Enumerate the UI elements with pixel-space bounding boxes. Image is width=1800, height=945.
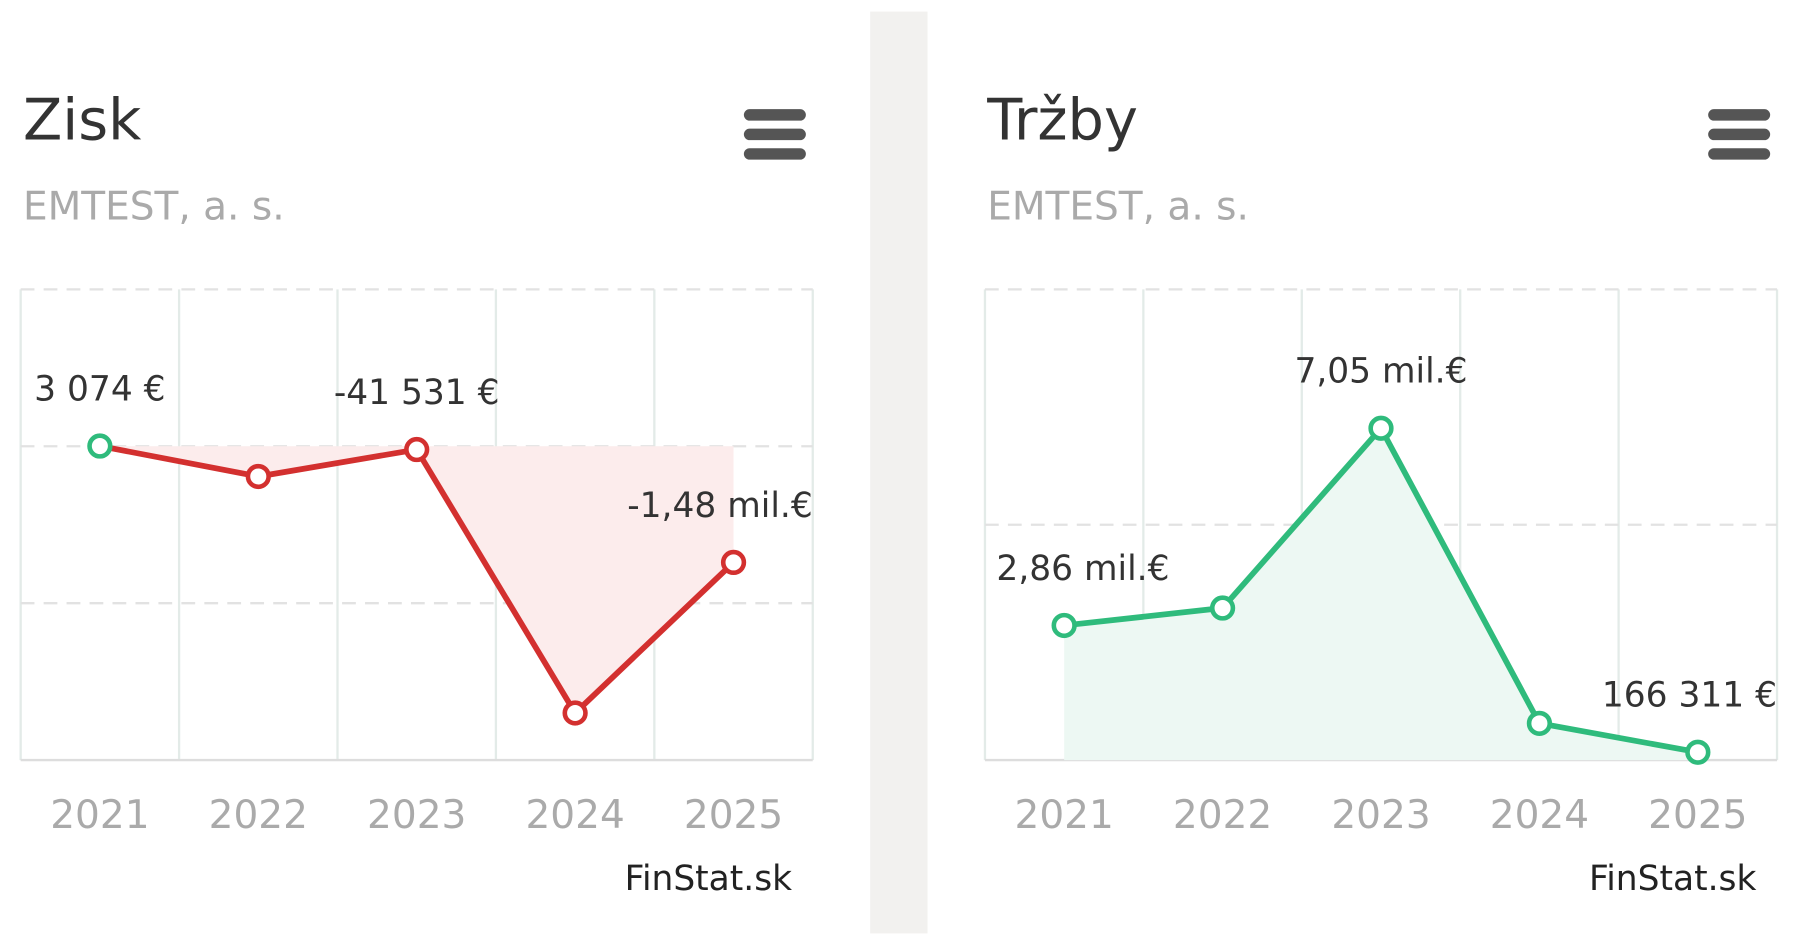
menu-bar: [743, 148, 806, 160]
x-tick-label: 2025: [1648, 793, 1747, 838]
point: [720, 549, 747, 576]
menu-bar: [743, 109, 806, 121]
data-label: -1,48 mil.€: [627, 486, 813, 526]
point: [404, 436, 430, 463]
credit: FinStat.sk: [1589, 859, 1756, 899]
x-tick-label: 2024: [525, 793, 624, 838]
chart-subtitle: EMTEST, a. s.: [23, 185, 285, 230]
x-tick-label: 2022: [209, 793, 308, 838]
point: [562, 700, 588, 726]
point: [1685, 739, 1711, 765]
x-tick-label: 2023: [367, 793, 466, 838]
point: [245, 463, 271, 490]
point: [1051, 612, 1077, 639]
menu-bar: [1708, 148, 1771, 160]
data-label: 7,05 mil.€: [1294, 352, 1467, 392]
x-tick-label: 2024: [1490, 793, 1589, 838]
x-tick-label: 2021: [1015, 793, 1114, 838]
menu-bar: [1708, 128, 1771, 141]
data-label: 166 311 €: [1602, 676, 1777, 716]
x-tick-label: 2023: [1331, 793, 1430, 838]
chart-title: Zisk: [23, 87, 142, 154]
credit: FinStat.sk: [625, 859, 792, 899]
menu-button[interactable]: [1708, 109, 1771, 160]
area: [1064, 428, 1698, 761]
data-label: 3 074 €: [34, 369, 165, 409]
menu-bar: [1708, 109, 1771, 121]
chart-title: Tržby: [986, 87, 1138, 154]
divider: [870, 11, 928, 934]
point: [1209, 595, 1236, 621]
point: [1368, 415, 1394, 441]
chart-subtitle: EMTEST, a. s.: [987, 185, 1249, 230]
menu-bar: [743, 128, 806, 141]
point: [87, 433, 113, 459]
x-tick-label: 2025: [684, 793, 783, 838]
x-tick-label: 2022: [1173, 793, 1272, 838]
x-tick-label: 2021: [50, 793, 149, 838]
data-label: 2,86 mil.€: [996, 549, 1169, 589]
area: [99, 446, 734, 713]
menu-button[interactable]: [743, 109, 806, 160]
point: [1526, 710, 1553, 736]
data-label: -41 531 €: [334, 373, 500, 413]
